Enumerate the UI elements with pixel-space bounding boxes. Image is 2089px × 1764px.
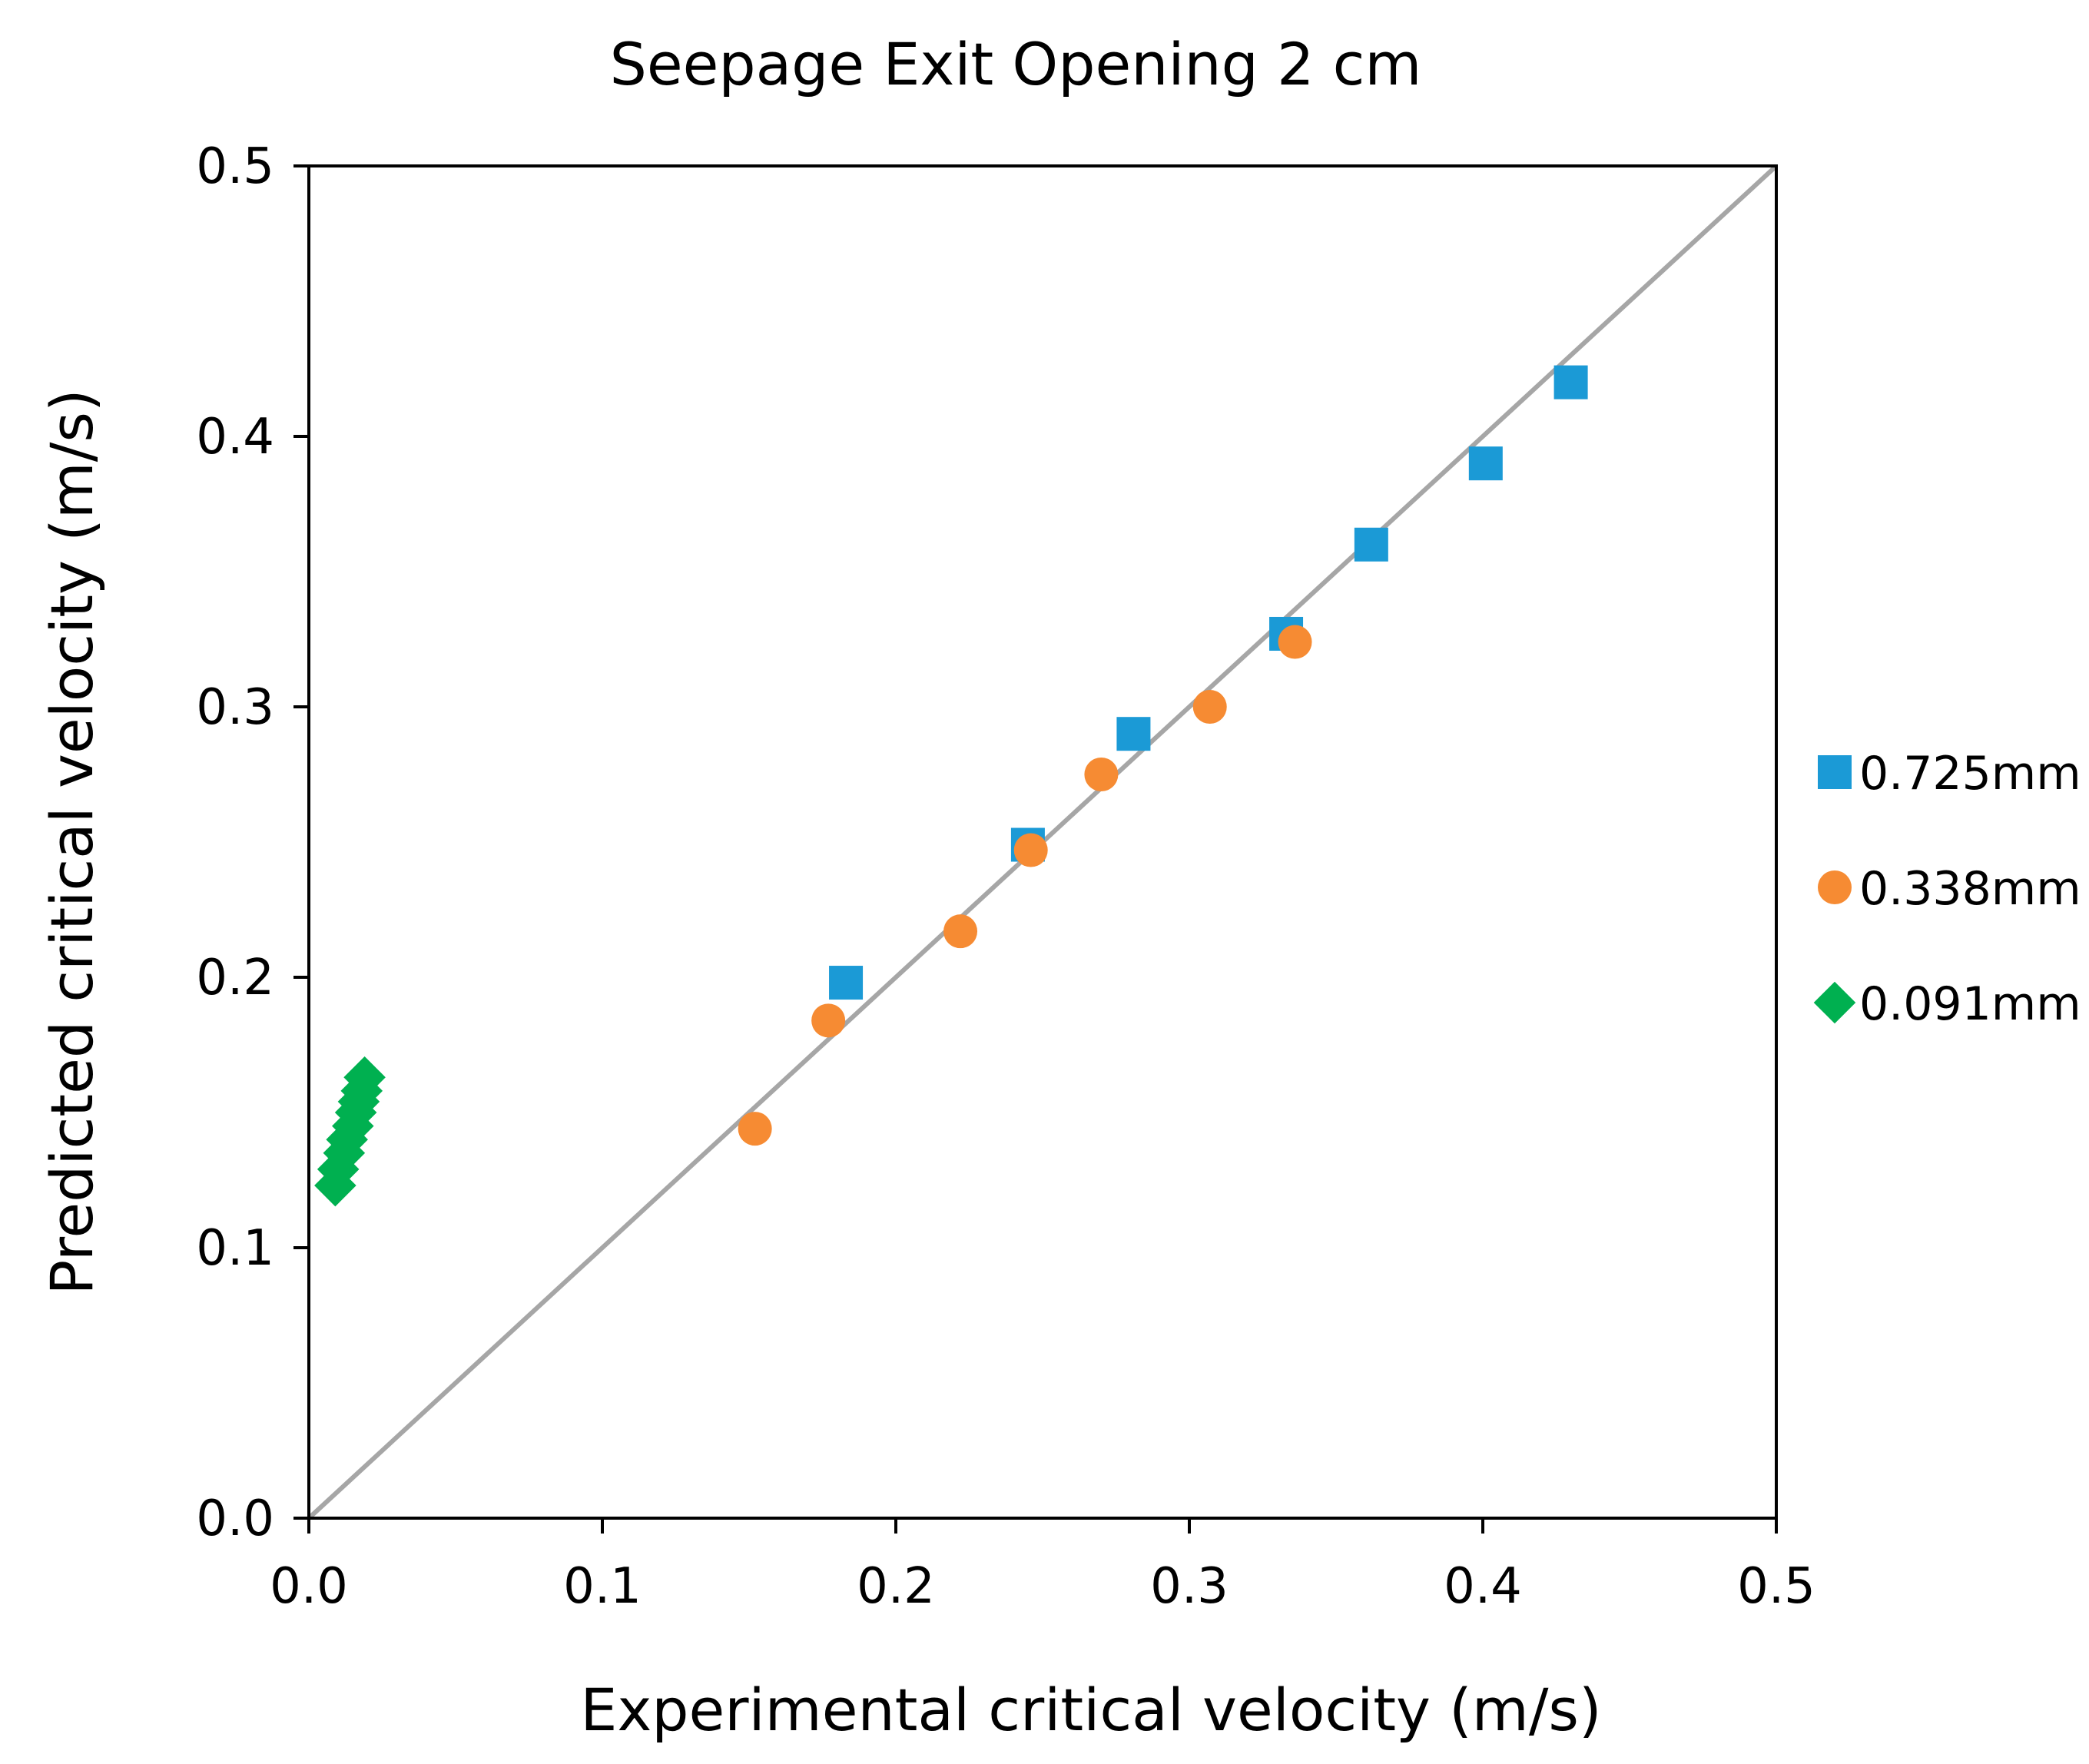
y-tick-label: 0.5 bbox=[196, 138, 274, 195]
axis-ticks: 0.0 0.1 0.2 0.3 0.4 0.5 0.0 0.1 0.2 0.3 0.4 0.5 bbox=[196, 138, 1815, 1615]
plot-frame bbox=[307, 164, 1778, 1520]
x-tick-label: 0.3 bbox=[1150, 1558, 1229, 1615]
data-point-square bbox=[1553, 365, 1588, 400]
legend-marker-square bbox=[1818, 755, 1852, 789]
data-point-circle bbox=[943, 914, 978, 949]
series-square bbox=[829, 365, 1588, 1000]
legend: 0.725mm 0.338mm 0.091mm bbox=[1813, 747, 2081, 1031]
data-point-square bbox=[1468, 446, 1503, 481]
data-point-circle bbox=[811, 1003, 846, 1038]
data-point-circle bbox=[1192, 690, 1227, 724]
x-tick-label: 0.4 bbox=[1444, 1558, 1522, 1615]
data-point-square bbox=[1354, 527, 1388, 562]
y-axis-label: Predicted critical velocity (m/s) bbox=[38, 389, 106, 1295]
data-point-circle bbox=[1278, 625, 1312, 659]
x-tick-label: 0.5 bbox=[1737, 1558, 1815, 1615]
data-point-circle bbox=[1084, 758, 1119, 791]
legend-label: 0.725mm bbox=[1859, 747, 2081, 801]
x-axis-label: Experimental critical velocity (m/s) bbox=[580, 1676, 1601, 1744]
series-circle bbox=[738, 625, 1312, 1146]
y-tick-label: 0.3 bbox=[196, 679, 274, 736]
y-tick-label: 0.4 bbox=[196, 409, 274, 466]
x-tick-label: 0.1 bbox=[563, 1558, 642, 1615]
data-point-diamond bbox=[317, 1148, 360, 1191]
data-point-circle bbox=[738, 1112, 772, 1146]
legend-label: 0.338mm bbox=[1859, 862, 2081, 916]
data-point-square bbox=[1116, 717, 1151, 751]
x-tick-label: 0.2 bbox=[857, 1558, 935, 1615]
legend-label: 0.091mm bbox=[1859, 977, 2081, 1031]
data-marks bbox=[314, 365, 1588, 1207]
series-diamond bbox=[314, 1056, 386, 1207]
legend-marker-diamond bbox=[1813, 981, 1856, 1024]
data-point-square bbox=[829, 966, 864, 1000]
data-point-diamond bbox=[343, 1056, 386, 1099]
legend-marker-circle bbox=[1818, 870, 1852, 904]
x-tick-label: 0.0 bbox=[270, 1558, 348, 1615]
plot-area-border bbox=[307, 164, 1778, 1520]
chart-title: Seepage Exit Opening 2 cm bbox=[610, 30, 1422, 98]
y-tick-label: 0.2 bbox=[196, 950, 274, 1006]
data-point-circle bbox=[1013, 833, 1048, 867]
y-tick-label: 0.1 bbox=[196, 1220, 274, 1277]
y-tick-label: 0.0 bbox=[196, 1490, 274, 1547]
